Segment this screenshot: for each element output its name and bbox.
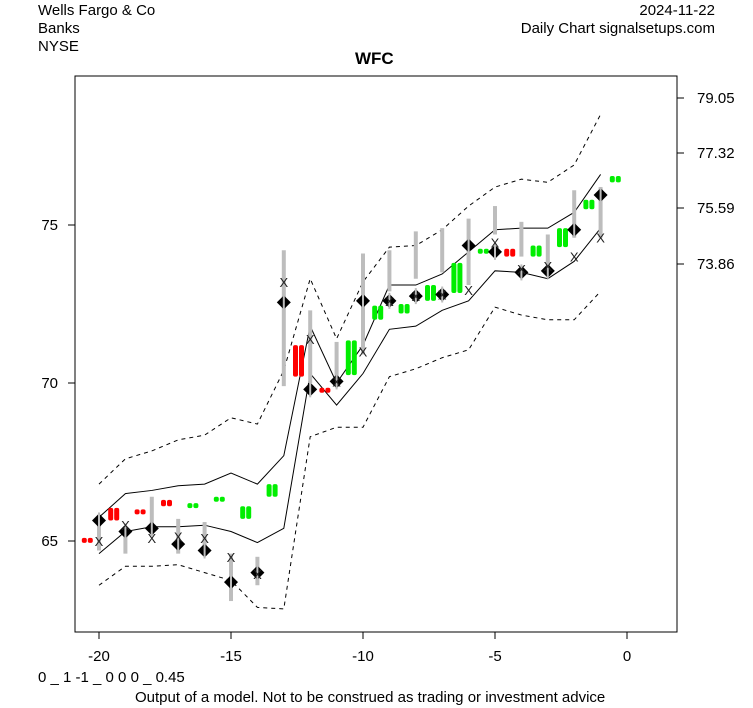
y-tick-label-left: 75 [41,217,58,234]
candle-up [187,503,193,509]
x-marker: X [227,550,236,565]
x-marker: X [95,534,104,549]
candle-up [431,285,436,301]
candle-up [457,262,463,293]
candle-up [246,506,252,519]
x-tick-label: -15 [220,648,242,665]
x-tick-label: 0 [623,648,631,665]
candle-up [213,496,219,502]
candle-up [219,496,225,502]
candle-up [483,248,489,254]
exchange-label: NYSE [38,38,79,55]
band-upper-outer [98,114,602,485]
candle-up [345,340,351,376]
x-marker: X [464,283,473,298]
candle-up [536,245,542,257]
band-lower-outer [98,291,601,610]
x-tick-label: -20 [88,648,110,665]
candle-down [299,345,304,377]
x-marker: X [279,275,288,290]
x-marker: X [174,529,183,544]
y-tick-label-right: 77.32 [697,145,735,162]
candle-up [372,305,378,320]
candle-down [87,537,93,543]
x-marker: X [517,262,526,277]
candle-up [266,484,272,497]
x-tick-label: -5 [488,648,501,665]
candle-up [557,228,562,248]
candle-up [583,199,589,210]
x-marker: X [332,374,341,389]
x-marker: X [359,344,368,359]
x-marker: X [543,259,552,274]
x-marker: X [491,235,500,250]
candle-up [351,340,357,376]
candle-down [319,387,325,393]
y-tick-label-left: 65 [41,533,58,550]
candle-up [615,176,621,183]
candle-up [404,304,410,314]
candle-down [161,499,166,507]
sector-label: Banks [38,20,80,37]
candle-down [81,537,87,543]
chart-date: 2024-11-22 [639,2,715,19]
x-marker: X [147,531,156,546]
company-name: Wells Fargo & Co [38,2,156,19]
x-tick-label: -10 [352,648,374,665]
model-values: 0 _ 1 -1 _ 0 0 0 _ 0.45 [38,669,185,686]
y-tick-label-right: 73.86 [697,256,735,273]
x-marker: X [306,332,315,347]
candle-down [510,248,516,257]
candle-up [398,304,404,314]
y-tick-label-left: 70 [41,375,58,392]
candle-up [609,176,615,183]
candle-up [272,484,278,497]
candle-up [530,245,536,257]
x-marker: X [411,289,420,304]
candle-up [193,503,199,509]
disclaimer: Output of a model. Not to be construed a… [135,689,606,706]
candle-down [167,499,172,507]
candle-up [378,305,384,320]
candle-down [134,509,140,515]
plot-frame [74,75,678,633]
candle-down [108,507,114,521]
x-marker: X [596,231,605,246]
x-marker: X [438,288,447,303]
candle-down [114,507,120,521]
candle-up [477,248,483,254]
y-tick-label-right: 79.05 [697,90,735,107]
candle-down [140,509,146,515]
candle-down [293,345,298,377]
source-label: Daily Chart signalsetups.com [520,20,715,37]
x-marker: X [121,518,130,533]
x-marker: X [200,531,209,546]
candle-up [425,285,430,301]
chart-title: WFC [355,49,394,68]
candle-up [589,199,595,210]
x-marker: X [570,250,579,265]
candle-up [451,262,457,293]
candle-up [563,228,568,248]
candle-down [504,248,510,257]
y-tick-label-right: 75.59 [697,200,735,217]
x-marker: X [385,294,394,309]
candle-down [325,387,331,393]
candle-up [240,506,246,519]
x-marker: X [253,567,262,582]
